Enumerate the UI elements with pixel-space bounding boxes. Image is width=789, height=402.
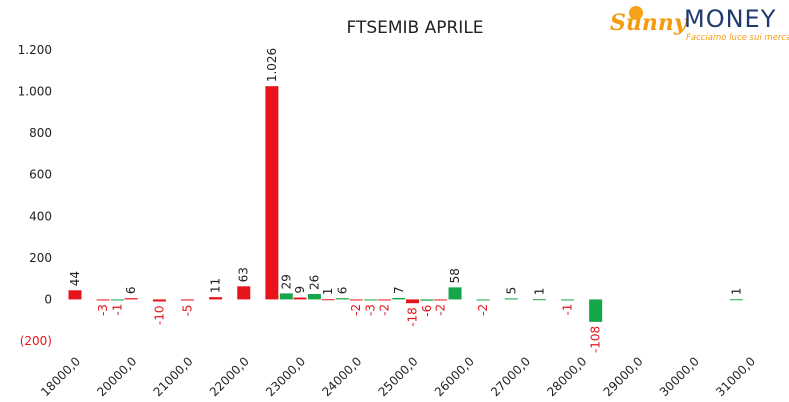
x-tick-label: 20000,0 [94,354,139,399]
data-label: 1 [321,288,335,296]
data-label: 26 [307,275,321,290]
bar [152,299,166,302]
y-tick-label: 600 [29,168,52,182]
x-tick-label: 30000,0 [657,354,702,399]
data-label: -3 [96,304,110,316]
y-tick-label: 1.200 [18,43,52,57]
chart-title: FTSEMIB APRILE [346,18,483,38]
data-label: 5 [504,287,518,295]
logo: Sunny MONEY Facciamo luce sui mercati [610,5,789,43]
logo-sun [629,6,643,20]
data-label: -6 [420,305,434,317]
x-tick-label: 25000,0 [376,354,421,399]
x-tick-label: 26000,0 [432,354,477,399]
data-label: 7 [392,286,406,294]
data-label: 63 [237,267,251,282]
data-label: -5 [181,304,195,316]
bar [561,299,575,301]
bar [589,299,603,322]
bar [124,298,138,300]
data-label: -2 [349,304,363,316]
data-label: -10 [152,306,166,326]
x-tick-label: 28000,0 [544,354,589,399]
data-label: -2 [476,304,490,316]
x-tick-label: 31000,0 [713,354,758,399]
x-tick-label: 23000,0 [263,354,308,399]
bar [377,299,391,301]
data-label: 6 [124,287,138,295]
x-tick-label: 18000,0 [38,354,83,399]
data-label: 29 [279,274,293,289]
data-label: -2 [434,304,448,316]
bar [111,299,125,301]
y-tick-label: 200 [29,251,52,265]
logo-brand: Sunny [610,10,689,36]
y-tick-label: 400 [29,209,52,223]
bar [420,299,434,301]
bar [349,299,363,301]
logo-name: MONEY [684,5,776,33]
bar [448,287,462,300]
x-tick-label: 24000,0 [319,354,364,399]
x-tick-label: 22000,0 [207,354,252,399]
data-label: 1.026 [265,48,279,82]
y-tick-label: 1.000 [18,85,52,99]
data-label: 1 [532,288,546,296]
data-label: 11 [209,278,223,293]
bar [392,297,406,300]
y-tick-label: 800 [29,126,52,140]
bar [504,298,518,300]
data-label: 6 [336,287,350,295]
data-label: 9 [293,286,307,294]
bar [532,299,546,301]
bar [181,299,194,301]
data-label: 58 [448,268,462,283]
data-label: 44 [68,271,82,286]
y-tick-label: (200) [20,334,52,348]
data-label: -18 [406,307,420,327]
bar [68,290,82,300]
bar [96,299,110,301]
bar [279,293,293,300]
bar [307,294,321,300]
bar [476,299,490,301]
logo-tagline: Facciamo luce sui mercati [686,33,789,43]
bar [729,299,743,301]
data-label: -1 [561,304,575,316]
y-tick-label: 0 [44,292,52,306]
x-tick-label: 21000,0 [151,354,196,399]
bar [237,286,251,300]
x-tick-label: 29000,0 [601,354,646,399]
bar [336,298,350,300]
bar [434,299,448,301]
bar [406,299,419,304]
data-label: -3 [364,304,378,316]
x-tick-label: 27000,0 [488,354,533,399]
data-label: 1 [729,288,743,296]
bar [265,86,279,300]
bar [209,297,223,300]
bar [321,299,335,301]
bar [364,299,378,301]
data-label: -2 [377,304,391,316]
data-label: -108 [589,326,603,353]
bar [293,297,307,300]
data-label: -1 [111,304,125,316]
